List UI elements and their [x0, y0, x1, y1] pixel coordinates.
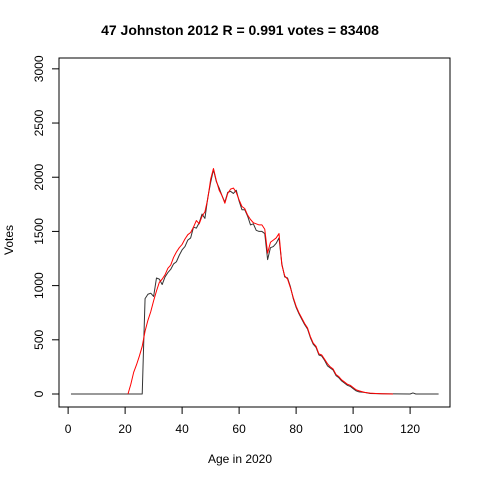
y-tick-label-0: 0 [32, 390, 46, 397]
x-tick-label-5: 100 [343, 422, 363, 436]
x-tick-label-2: 40 [175, 422, 189, 436]
y-tick-label-1: 500 [32, 329, 46, 349]
y-tick-label-3: 1500 [32, 218, 46, 245]
x-tick-label-0: 0 [65, 422, 72, 436]
y-axis-label: Votes [2, 224, 16, 256]
plot-frame [58, 57, 451, 408]
series-line-1 [127, 168, 394, 395]
y-tick-label-6: 3000 [32, 55, 46, 82]
series-layer [70, 168, 439, 395]
x-tick-label-3: 60 [232, 422, 246, 436]
chart-title: 47 Johnston 2012 R = 0.991 votes = 83408 [101, 22, 379, 38]
series-line-0 [70, 169, 439, 395]
x-axis-label: Age in 2020 [207, 452, 273, 466]
x-tick-label-4: 80 [289, 422, 303, 436]
y-tick-label-4: 2000 [32, 164, 46, 191]
x-tick-label-6: 120 [400, 422, 420, 436]
x-axis: 0 20 40 60 80 100 120 [65, 406, 420, 436]
y-axis: 0 500 1000 1500 2000 2500 3000 [32, 55, 60, 397]
x-tick-label-1: 20 [118, 422, 132, 436]
y-tick-label-2: 1000 [32, 272, 46, 299]
y-tick-label-5: 2500 [32, 109, 46, 136]
